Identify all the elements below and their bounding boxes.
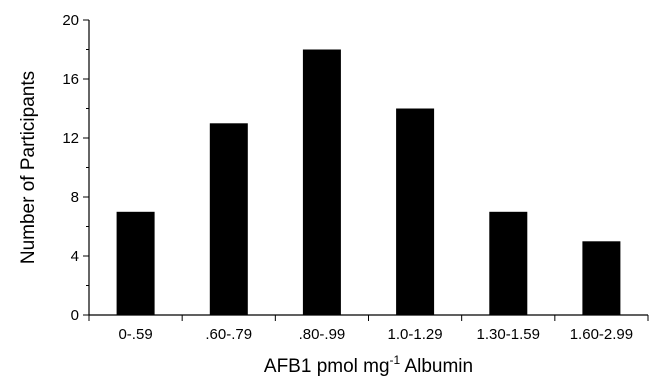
bars-group xyxy=(116,49,621,316)
x-tick-label: .80-.99 xyxy=(299,326,346,343)
x-axis-title-superscript: -1 xyxy=(390,353,401,367)
bar-1.0-1.29 xyxy=(396,108,435,315)
y-axis-title: Number of Participants xyxy=(18,71,39,264)
y-axis-ticks: 0 4 8 12 16 20 xyxy=(62,12,89,324)
y-tick-label: 4 xyxy=(71,248,79,265)
bar-0-.59 xyxy=(116,211,155,316)
y-tick-label: 0 xyxy=(71,307,79,324)
y-tick-label: 20 xyxy=(62,12,79,29)
y-tick-label: 16 xyxy=(62,71,79,88)
x-axis-title: AFB1 pmol mg-1 Albumin xyxy=(264,353,473,377)
bar-1.30-1.59 xyxy=(489,211,528,316)
bar-.60-.79 xyxy=(209,123,248,316)
x-axis-title-prefix: AFB1 pmol mg xyxy=(264,356,390,377)
x-axis-title-suffix: Albumin xyxy=(400,356,473,377)
bar-1.60-2.99 xyxy=(582,241,621,316)
bar-.80-.99 xyxy=(302,49,341,315)
x-tick-label: 1.30-1.59 xyxy=(477,326,540,343)
x-axis-ticks: 0-.59 .60-.79 .80-.99 1.0-1.29 1.30-1.59 1.60… xyxy=(88,315,649,343)
x-tick-label: 1.60-2.99 xyxy=(570,326,633,343)
x-tick-label: 0-.59 xyxy=(118,326,152,343)
x-tick-label: 1.0-1.29 xyxy=(388,326,443,343)
y-tick-label: 8 xyxy=(71,189,79,206)
x-tick-label: .60-.79 xyxy=(205,326,252,343)
y-tick-label: 12 xyxy=(62,130,79,147)
